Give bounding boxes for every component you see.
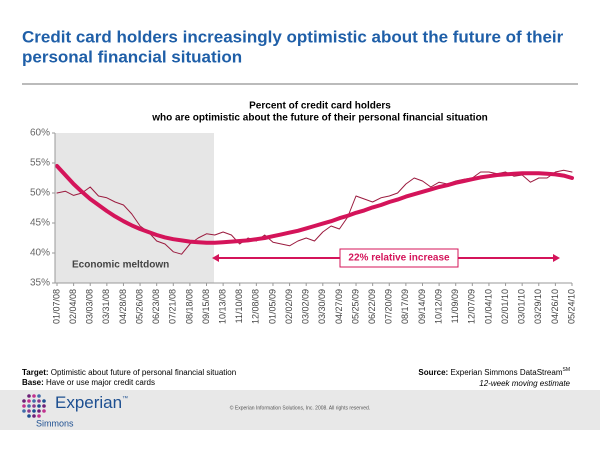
x-tick-label: 03/30/09 xyxy=(317,289,327,324)
x-tick-label: 09/14/09 xyxy=(417,289,427,324)
x-tick-label: 07/20/09 xyxy=(384,289,394,324)
logo-dot xyxy=(22,399,26,403)
logo-dot xyxy=(37,399,41,403)
logo-mark: ™ xyxy=(122,395,128,402)
logo-dot xyxy=(37,414,41,418)
logo-dot xyxy=(27,399,31,403)
logo-dot xyxy=(32,404,36,408)
slide-title: personal financial situation xyxy=(22,47,242,66)
arrow-head xyxy=(212,254,219,262)
x-tick-label: 09/15/08 xyxy=(201,289,211,324)
logo-dot xyxy=(32,409,36,413)
logo-dot xyxy=(37,394,41,398)
x-tick-label: 04/28/08 xyxy=(118,289,128,324)
logo-dot xyxy=(37,409,41,413)
logo-dot xyxy=(22,404,26,408)
y-tick-label: 45% xyxy=(30,218,50,229)
annotation: 22% relative increase xyxy=(348,253,450,264)
logo-name: Experian xyxy=(55,393,122,412)
logo-dot xyxy=(27,394,31,398)
x-tick-label: 06/22/09 xyxy=(367,289,377,324)
x-tick-label: 12/08/08 xyxy=(251,289,261,324)
logo-dot xyxy=(32,394,36,398)
plot xyxy=(55,164,574,255)
chart-subtitle: who are optimistic about the future of t… xyxy=(151,113,488,124)
x-tick-label: 01/05/09 xyxy=(267,289,277,324)
logo-dot xyxy=(42,404,46,408)
label: Base: xyxy=(22,378,44,387)
logo-dot xyxy=(27,409,31,413)
footer-text: Target: Optimistic about future of perso… xyxy=(22,368,236,377)
logo-dot xyxy=(27,404,31,408)
x-tick-label: 11/10/08 xyxy=(234,289,244,323)
footer-text: Source: Experian Simmons DataStreamSM xyxy=(418,367,570,377)
x-tick-label: 11/09/09 xyxy=(450,289,460,323)
x-tick-label: 07/21/08 xyxy=(168,289,178,324)
x-tick-label: 01/07/08 xyxy=(51,289,61,324)
x-tick-label: 03/02/09 xyxy=(301,289,311,324)
y-tick-label: 35% xyxy=(30,278,50,289)
x-tick-label: 03/31/08 xyxy=(101,289,111,324)
logo-sub: Simmons xyxy=(36,418,74,428)
y-tick-label: 55% xyxy=(30,158,50,169)
footer-band xyxy=(0,390,600,430)
slide-title: Credit card holders increasingly optimis… xyxy=(22,27,564,46)
footer-text: Base: Have or use major credit cards xyxy=(22,378,155,387)
logo-dot xyxy=(37,404,41,408)
x-tick-label: 08/17/09 xyxy=(400,289,410,324)
y-tick-label: 40% xyxy=(30,248,50,259)
logo-dots xyxy=(22,394,46,418)
logo-dot xyxy=(42,399,46,403)
logo-text: Experian™ xyxy=(55,393,128,412)
copyright: © Experian Information Solutions, Inc. 2… xyxy=(230,404,370,411)
series-line xyxy=(55,164,574,245)
x-tick-label: 12/07/09 xyxy=(467,289,477,324)
annotation: Economic meltdown xyxy=(72,260,169,271)
x-tick-label: 03/03/08 xyxy=(85,289,95,324)
x-tick-label: 10/13/08 xyxy=(218,289,228,324)
shaded-region xyxy=(55,133,214,283)
label: Target: xyxy=(22,368,49,377)
logo-dot xyxy=(32,399,36,403)
x-tick-label: 05/25/09 xyxy=(350,289,360,324)
logo-dot xyxy=(27,414,31,418)
arrow-head xyxy=(553,254,560,262)
x-tick-label: 08/18/08 xyxy=(184,289,194,324)
x-tick-label: 03/01/10 xyxy=(517,289,527,324)
x-tick-label: 04/27/09 xyxy=(334,289,344,324)
x-tick-label: 02/01/10 xyxy=(500,289,510,324)
annotation-box xyxy=(339,248,459,268)
x-tick-label: 04/26/10 xyxy=(550,289,560,324)
y-tick-label: 50% xyxy=(30,188,50,199)
footer-note: 12-week moving estimate xyxy=(479,379,570,388)
value: Have or use major credit cards xyxy=(46,378,155,387)
x-tick-label: 01/04/10 xyxy=(483,289,493,324)
logo-dot xyxy=(42,409,46,413)
superscript: SM xyxy=(563,367,571,373)
logo-dot xyxy=(32,414,36,418)
x-tick-label: 02/02/09 xyxy=(284,289,294,324)
value: Experian Simmons DataStream xyxy=(450,368,562,377)
logo-dot xyxy=(22,409,26,413)
chart-title: Percent of credit card holders xyxy=(249,101,391,112)
label: Source: xyxy=(418,368,448,377)
x-tick-label: 10/12/09 xyxy=(433,289,443,324)
y-tick-label: 60% xyxy=(30,128,50,139)
value: Optimistic about future of personal fina… xyxy=(51,368,236,377)
x-tick-label: 06/23/08 xyxy=(151,289,161,324)
x-tick-label: 05/26/08 xyxy=(134,289,144,324)
x-tick-label: 03/29/10 xyxy=(533,289,543,324)
x-tick-label: 05/24/10 xyxy=(566,289,576,324)
x-tick-label: 02/04/08 xyxy=(68,289,78,324)
